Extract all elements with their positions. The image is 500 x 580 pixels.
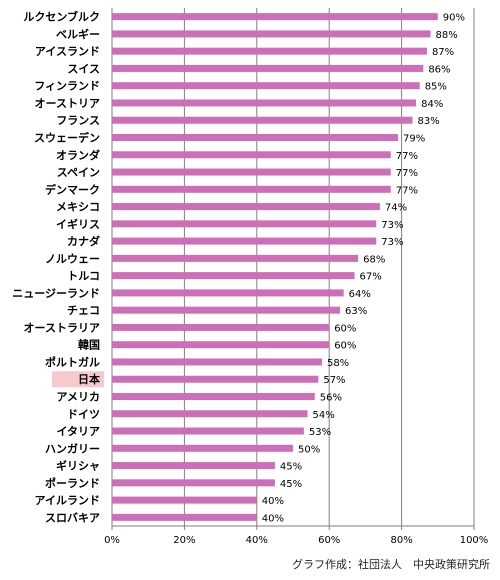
bar xyxy=(112,82,420,90)
data-label: 40% xyxy=(262,513,284,524)
bar xyxy=(112,47,427,55)
bar xyxy=(112,323,330,331)
category-label: デンマーク xyxy=(45,182,100,196)
bar xyxy=(112,99,417,107)
data-label: 86% xyxy=(428,64,450,75)
bar xyxy=(112,479,275,487)
category-label: チェコ xyxy=(67,304,100,317)
category-label: アメリカ xyxy=(57,391,100,404)
category-label: ドイツ xyxy=(67,408,100,421)
bar xyxy=(112,30,431,38)
bar xyxy=(112,185,391,193)
category-label: ルクセンブルク xyxy=(23,10,100,24)
category-label: 韓国 xyxy=(78,338,100,352)
bar xyxy=(112,496,257,504)
bar xyxy=(112,64,424,72)
bar xyxy=(112,116,413,124)
bar xyxy=(112,203,380,211)
x-tick-label: 80% xyxy=(390,535,412,546)
bar xyxy=(112,393,315,400)
data-label: 40% xyxy=(262,496,284,507)
data-label: 60% xyxy=(334,341,356,352)
category-label: イギリス xyxy=(56,217,100,231)
data-label: 58% xyxy=(327,358,349,369)
data-label: 88% xyxy=(436,30,458,41)
category-label: イタリア xyxy=(56,425,100,438)
category-label: ニュージーランド xyxy=(12,287,100,300)
bar xyxy=(112,462,275,470)
highlight-label-background xyxy=(52,371,104,388)
category-label: ポルトガル xyxy=(45,355,100,369)
bar xyxy=(112,427,304,435)
category-label: フランス xyxy=(56,114,100,127)
bar xyxy=(112,513,257,521)
category-label: ポーランド xyxy=(45,476,100,490)
data-label: 63% xyxy=(345,306,367,317)
category-label: スイス xyxy=(67,62,100,75)
data-label: 77% xyxy=(396,168,418,179)
data-label: 68% xyxy=(363,254,385,265)
data-label: 56% xyxy=(320,393,342,404)
category-label: メキシコ xyxy=(56,201,100,214)
category-label: カナダ xyxy=(67,234,100,248)
category-label: フィンランド xyxy=(34,80,100,93)
data-label: 53% xyxy=(309,427,331,438)
category-label: スペイン xyxy=(57,166,100,179)
data-label: 60% xyxy=(334,323,356,334)
category-label: 日本 xyxy=(78,372,100,386)
bar xyxy=(112,272,355,280)
bar xyxy=(112,444,293,452)
category-label: オランダ xyxy=(56,148,100,162)
category-label: アイスランド xyxy=(35,45,100,58)
bar xyxy=(112,151,391,159)
data-label: 83% xyxy=(417,116,439,127)
x-tick-label: 100% xyxy=(460,535,489,546)
category-label: オーストラリア xyxy=(24,321,100,334)
x-tick-label: 20% xyxy=(173,535,195,546)
category-label: オーストリア xyxy=(35,97,100,110)
data-label: 67% xyxy=(360,272,382,283)
bar xyxy=(112,375,319,383)
bar xyxy=(112,358,322,366)
bar xyxy=(112,410,308,418)
category-label: ギリシャ xyxy=(56,459,100,473)
data-label: 84% xyxy=(421,99,443,110)
data-label: 90% xyxy=(443,13,465,24)
data-label: 73% xyxy=(381,237,403,248)
data-label: 64% xyxy=(349,289,371,300)
category-label: トルコ xyxy=(67,270,100,283)
bar xyxy=(112,220,377,228)
data-label: 45% xyxy=(280,462,302,473)
data-label: 87% xyxy=(432,47,454,58)
bar xyxy=(112,341,330,349)
data-label: 77% xyxy=(396,185,418,196)
category-label: スウェーデン xyxy=(34,131,100,145)
category-label: アイルランド xyxy=(35,494,100,507)
data-label: 54% xyxy=(312,410,334,421)
bar xyxy=(112,254,359,262)
bar xyxy=(112,237,377,245)
x-tick-label: 60% xyxy=(318,535,340,546)
data-label: 85% xyxy=(425,82,447,93)
data-label: 74% xyxy=(385,203,407,214)
category-label: ベルギー xyxy=(56,27,100,41)
bar xyxy=(112,134,398,141)
bar xyxy=(112,289,344,297)
x-tick-label: 0% xyxy=(104,535,120,546)
data-label: 50% xyxy=(298,444,320,455)
data-label: 79% xyxy=(403,134,425,145)
bar xyxy=(112,168,391,176)
data-label: 73% xyxy=(381,220,403,231)
category-label: ハンガリー xyxy=(45,441,100,455)
bar xyxy=(112,306,341,314)
data-label: 77% xyxy=(396,151,418,162)
category-label: ノルウェー xyxy=(45,252,100,265)
bar xyxy=(112,13,438,21)
x-tick-label: 40% xyxy=(246,535,268,546)
data-label: 45% xyxy=(280,479,302,490)
data-label: 57% xyxy=(323,375,345,386)
category-label: スロバキア xyxy=(45,511,100,524)
chart-credit: グラフ作成：社団法人 中央政策研究所 xyxy=(292,557,490,571)
